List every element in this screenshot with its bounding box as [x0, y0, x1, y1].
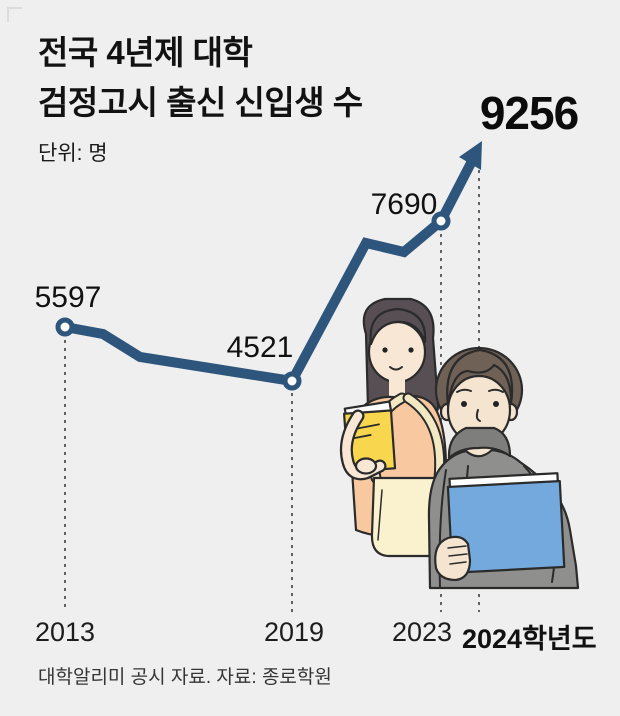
point-label-2024-highlight: 9256	[479, 87, 579, 139]
trend-line-group	[55, 141, 482, 391]
corner-crop-mark	[7, 7, 22, 22]
male-hair-front	[446, 348, 514, 408]
tote-crease	[377, 489, 383, 541]
female-eye-right	[408, 347, 414, 353]
male-eye-left	[461, 401, 467, 407]
female-hair-fringe	[369, 307, 427, 346]
blue-book	[446, 472, 566, 574]
male-student	[427, 346, 580, 590]
marker-2023	[431, 211, 451, 231]
page-title: 전국 4년제 대학 검정고시 출신 신입생 수	[38, 28, 363, 128]
title-line-1: 전국 4년제 대학	[38, 34, 253, 71]
hoodie-hood	[447, 426, 512, 460]
male-eye-right	[493, 401, 499, 407]
axis-label-2013: 2013	[34, 617, 96, 647]
male-hand	[434, 535, 472, 582]
female-eye-left	[382, 347, 388, 353]
students-illustration	[339, 297, 580, 590]
male-brow-left	[456, 388, 472, 393]
axis-label-2023: 2023	[391, 617, 453, 647]
arrowhead-icon	[459, 141, 482, 170]
female-mouth	[389, 366, 403, 371]
trend-line	[64, 217, 445, 387]
axis-label-2019: 2019	[263, 617, 325, 647]
arrow-shaft	[436, 160, 476, 224]
point-label-2019: 4521	[226, 331, 294, 364]
male-nose	[475, 409, 481, 422]
source-credit: 대학알리미 공시 자료. 자료: 종로학원	[38, 667, 332, 688]
male-brow-right	[488, 388, 504, 393]
marker-2013	[55, 317, 75, 337]
blue-book-cover	[446, 479, 566, 574]
female-hand	[354, 457, 378, 475]
marker-2019	[282, 371, 302, 391]
female-neck	[389, 379, 405, 397]
female-student	[339, 297, 450, 558]
axis-label-2024: 2024학년도	[462, 624, 597, 654]
unit-label: 단위: 명	[38, 142, 108, 165]
title-line-2: 검정고시 출신 신입생 수	[38, 84, 363, 121]
male-hand-fingers	[447, 545, 468, 565]
point-label-2013: 5597	[34, 281, 102, 314]
point-label-2023: 7690	[370, 188, 438, 221]
